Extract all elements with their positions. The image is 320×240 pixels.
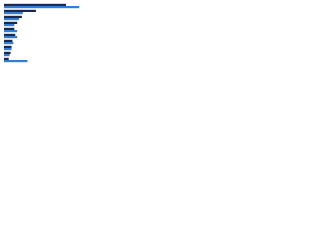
bar: [4, 60, 28, 63]
bar: [4, 12, 23, 15]
bar: [4, 18, 20, 21]
bar: [4, 33, 16, 36]
bar: [4, 30, 18, 33]
bar: [4, 54, 10, 57]
chart: [4, 3, 80, 63]
bar: [4, 24, 15, 27]
bar: [4, 42, 14, 45]
bar: [4, 57, 9, 60]
bar: [4, 21, 18, 24]
bar: [4, 6, 80, 9]
bar: [4, 9, 36, 12]
bar: [4, 51, 11, 54]
bar: [4, 27, 15, 30]
bar: [4, 36, 18, 39]
bar: [4, 45, 12, 48]
bar: [4, 48, 12, 51]
bar: [4, 15, 22, 18]
bar: [4, 3, 67, 6]
bar: [4, 39, 13, 42]
